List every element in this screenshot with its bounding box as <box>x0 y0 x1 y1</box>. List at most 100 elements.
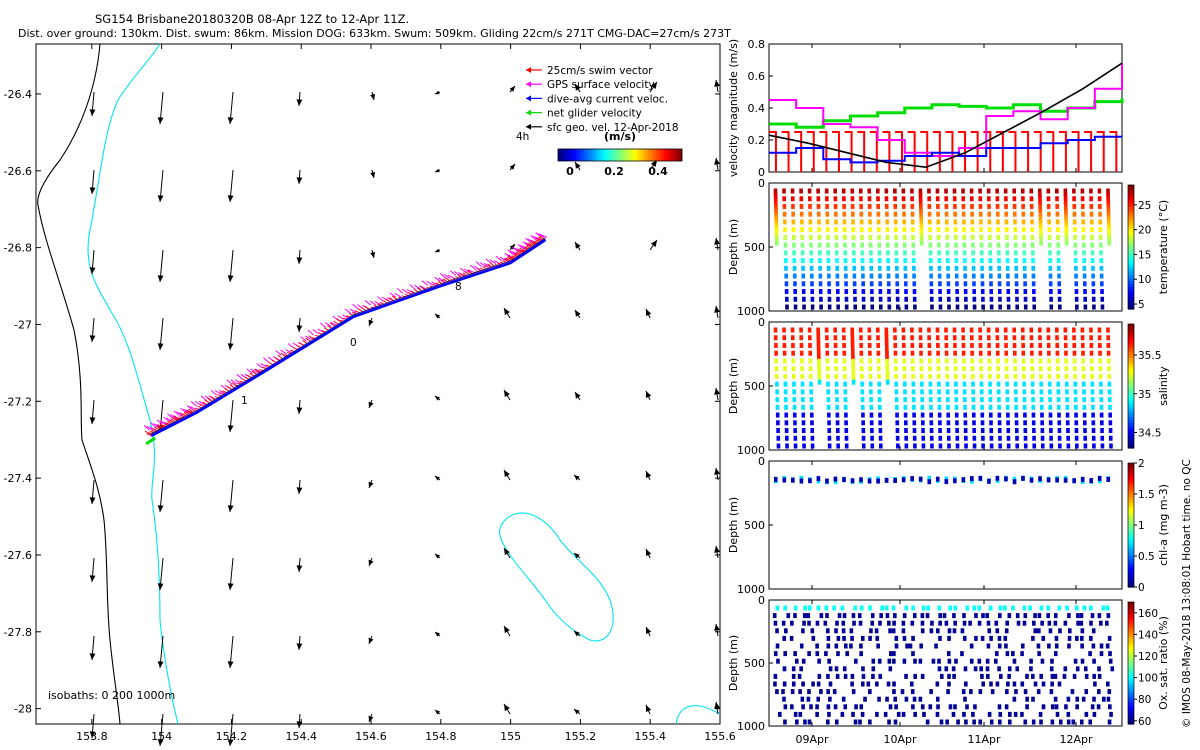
arrow-head <box>645 705 652 713</box>
profile-point <box>937 273 942 279</box>
profile-point <box>876 219 881 225</box>
profile-point <box>885 613 890 619</box>
profile-point <box>971 273 976 279</box>
profile-point <box>987 196 991 202</box>
profile-point <box>824 605 829 611</box>
profile-point <box>1106 195 1110 201</box>
profile-point <box>998 304 1002 310</box>
profile-point <box>1006 435 1011 441</box>
profile-point <box>1089 219 1094 225</box>
profile-point <box>1039 397 1044 403</box>
profile-point <box>895 281 900 287</box>
profile-point <box>1039 404 1044 410</box>
map-xtick-label: 155.6 <box>704 730 736 743</box>
profile-point <box>815 620 820 626</box>
profile-point <box>860 681 865 687</box>
sfc-vel-arrow <box>368 317 374 327</box>
profile-point <box>1038 216 1043 222</box>
profile-point <box>945 358 949 364</box>
profile-point <box>859 227 864 233</box>
profile-point <box>842 211 847 217</box>
profile-point <box>902 234 907 240</box>
profile-point <box>960 651 964 657</box>
profile-point <box>963 281 968 287</box>
profile-point <box>836 435 840 441</box>
profile-point <box>918 335 923 341</box>
profile-point <box>895 265 899 271</box>
panel-colorbar-cell <box>1128 484 1134 489</box>
profile-point <box>996 373 1001 379</box>
profile-point <box>1082 412 1087 418</box>
profile-point <box>1015 289 1019 295</box>
profile-point <box>799 475 804 481</box>
panel-colorbar-cell <box>1128 656 1134 661</box>
profile-point <box>900 689 905 695</box>
profile-point <box>977 658 982 664</box>
profile-point <box>877 658 882 664</box>
profile-point <box>989 289 994 295</box>
profile-point <box>799 643 804 649</box>
profile-point <box>970 350 974 356</box>
profile-point <box>927 196 931 202</box>
arrow-head <box>89 109 96 116</box>
profile-point <box>859 203 863 209</box>
profile-point <box>878 435 883 441</box>
colorbar-cell <box>586 149 589 161</box>
profile-point <box>1056 250 1061 256</box>
profile-point <box>816 341 821 347</box>
profile-point <box>1082 250 1086 256</box>
profile-point <box>801 420 806 426</box>
panel-colorbar-cell <box>1128 259 1134 264</box>
profile-point <box>911 605 915 611</box>
profile-point <box>920 381 924 387</box>
panel-frame <box>768 599 1123 727</box>
profile-point <box>850 188 855 194</box>
panel-colorbar-cell <box>1128 702 1134 707</box>
profile-point <box>927 188 931 194</box>
profile-point <box>826 389 831 395</box>
profile-point <box>1041 704 1046 710</box>
profile-point <box>879 443 883 449</box>
colorbar-cell <box>654 149 657 161</box>
profile-point <box>1098 203 1102 209</box>
profile-point <box>912 289 917 295</box>
profile-point <box>861 296 866 302</box>
profile-point <box>1021 342 1025 348</box>
profile-point <box>871 658 876 664</box>
time-tick-label: 09Apr <box>795 733 829 746</box>
profile-point <box>1105 605 1110 611</box>
profile-point <box>775 397 780 403</box>
profile-point <box>1080 628 1085 634</box>
profile-point <box>843 673 848 679</box>
profile-point <box>997 704 1002 710</box>
profile-point <box>827 658 831 664</box>
panel-colorbar-cell <box>1128 549 1134 554</box>
profile-point <box>979 666 983 672</box>
profile-point <box>775 389 779 395</box>
profile-point <box>894 242 899 248</box>
profile-point <box>947 296 951 302</box>
profile-point <box>935 476 940 482</box>
profile-point <box>1099 242 1103 248</box>
profile-point <box>998 613 1002 619</box>
profile-point <box>834 719 839 725</box>
gps-surface-vector <box>479 262 487 268</box>
profile-point <box>944 350 949 356</box>
profile-point <box>1049 666 1054 672</box>
profile-point <box>1053 673 1058 679</box>
profile-point <box>841 696 846 702</box>
profile-point <box>773 651 778 657</box>
profile-point <box>876 342 880 348</box>
profile-point <box>1012 203 1017 209</box>
cbar-tick-label: 1.5 <box>1138 489 1155 501</box>
profile-point <box>1013 211 1017 217</box>
profile-point <box>1106 358 1111 364</box>
profile-point <box>792 242 796 248</box>
colorbar-cell <box>614 149 617 161</box>
profile-point <box>963 404 967 410</box>
gps-surface-vector <box>329 321 337 326</box>
profile-point <box>1012 658 1017 664</box>
profile-point <box>1090 704 1095 710</box>
profile-point <box>910 219 915 225</box>
profile-point <box>955 443 960 449</box>
